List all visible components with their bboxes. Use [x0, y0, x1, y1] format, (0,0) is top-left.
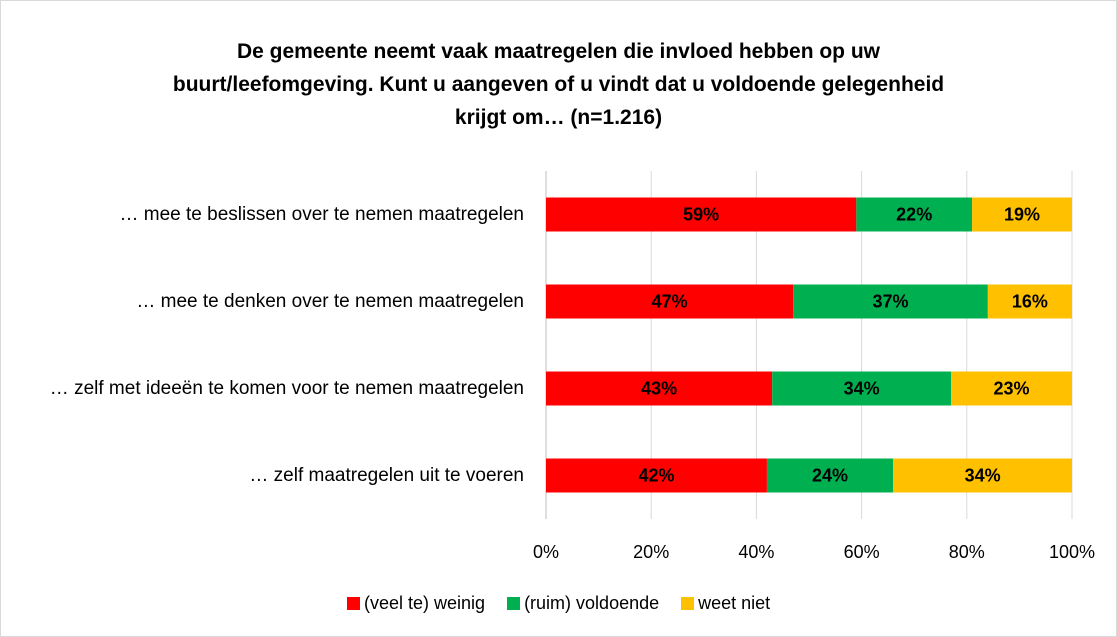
legend-label: (ruim) voldoende [524, 593, 660, 613]
data-label: 24% [812, 465, 848, 485]
bar-segment [793, 284, 988, 319]
data-label: 34% [844, 378, 880, 398]
data-label: 59% [683, 204, 719, 224]
legend-label: weet niet [698, 593, 771, 613]
x-tick-label: 0% [533, 542, 559, 562]
y-tick-label: … mee te beslissen over te nemen maatreg… [119, 204, 525, 225]
bar-segment [893, 458, 1072, 493]
legend-label: (veel te) weinig [364, 593, 486, 613]
bar-segment [856, 197, 973, 232]
data-label: 23% [993, 378, 1029, 398]
data-label: 47% [652, 291, 688, 311]
data-label: 22% [896, 204, 932, 224]
x-tick-label: 60% [844, 542, 880, 562]
x-tick-label: 100% [1049, 542, 1095, 562]
bar-segment [987, 284, 1072, 319]
chart-title: De gemeente neemt vaak maatregelen die i… [172, 40, 945, 129]
x-tick-label: 20% [633, 542, 669, 562]
data-label: 42% [638, 465, 674, 485]
legend-item: (veel te) weinig [347, 593, 485, 614]
data-label: 16% [1012, 291, 1048, 311]
bar-segment [546, 197, 857, 232]
y-tick-label: … zelf met ideeën te komen voor te nemen… [49, 378, 524, 399]
bar-segment [972, 197, 1072, 232]
bar-segment [546, 458, 767, 493]
legend-swatch [507, 597, 521, 610]
bar-segment [546, 284, 794, 319]
data-label: 37% [873, 291, 909, 311]
legend-item: (ruim) voldoende [507, 593, 659, 614]
x-tick-label: 80% [949, 542, 985, 562]
data-label: 43% [641, 378, 677, 398]
legend-item: weet niet [681, 593, 770, 614]
bar-segment [546, 371, 773, 406]
legend-swatch [681, 597, 695, 610]
bar-segment [766, 458, 894, 493]
bar-segment [951, 371, 1072, 406]
y-tick-label: … mee te denken over te nemen maatregele… [136, 291, 524, 312]
legend: (veel te) weinig (ruim) voldoende weet nie… [347, 593, 792, 614]
data-label: 19% [1004, 204, 1040, 224]
bar-segment [772, 371, 952, 406]
x-tick-label: 40% [738, 542, 774, 562]
y-tick-label: … zelf maatregelen uit te voeren [249, 465, 524, 486]
legend-swatch [347, 597, 360, 610]
data-label: 34% [965, 465, 1001, 485]
